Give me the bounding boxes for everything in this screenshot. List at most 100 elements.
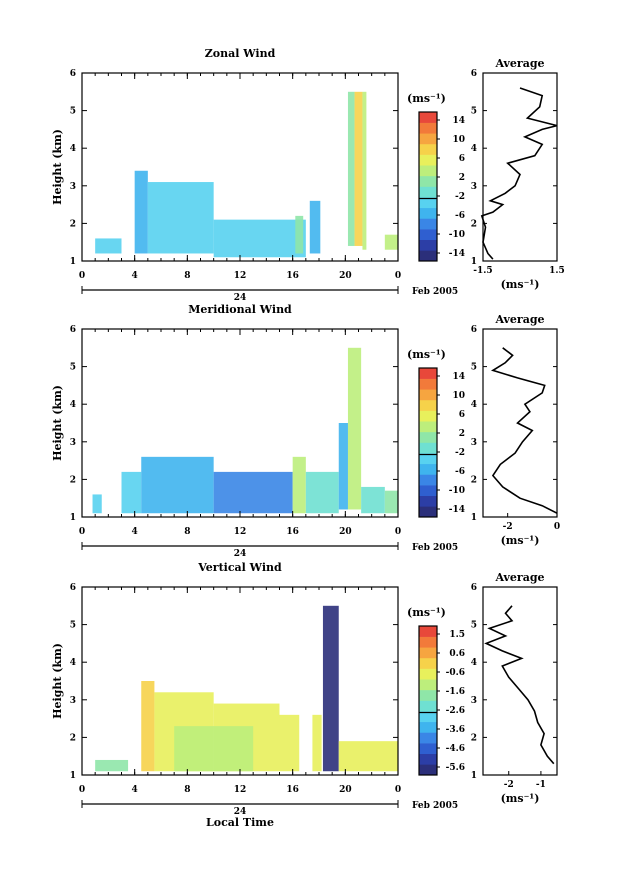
colorbar-unit: (ms⁻¹) xyxy=(407,606,446,619)
colorbar-frame xyxy=(418,625,438,776)
panel-title: Zonal Wind xyxy=(205,47,276,60)
heatmap-cell xyxy=(362,91,367,250)
heatmap-cell xyxy=(92,494,102,514)
x-tick-label: 0 xyxy=(395,785,401,795)
average-y-tick-label: 4 xyxy=(471,144,477,154)
colorbar-swatch xyxy=(419,721,437,733)
heatmap-cell xyxy=(338,741,398,772)
average-x-tick-label: -1.5 xyxy=(473,266,492,276)
x-tick-label: 20 xyxy=(339,527,352,537)
colorbar-tick-label: 0.6 xyxy=(449,649,465,659)
colorbar-swatch xyxy=(419,112,437,123)
colorbar-tick-label: -5.6 xyxy=(446,763,465,773)
colorbar-tick-label: 2 xyxy=(459,173,465,183)
colorbar-tick-label: 14 xyxy=(452,372,465,382)
colorbar-swatch xyxy=(419,154,437,166)
y-tick-label: 5 xyxy=(70,107,76,117)
colorbar-swatch xyxy=(419,250,437,262)
colorbar-swatch xyxy=(419,207,437,219)
colorbar-swatch xyxy=(419,165,437,177)
x-tick-label: 0 xyxy=(79,785,85,795)
heatmap-cell xyxy=(347,91,355,246)
colorbar xyxy=(419,368,437,518)
heatmap-cell xyxy=(354,91,363,246)
y-tick-label: 3 xyxy=(70,696,76,706)
average-y-tick-label: 4 xyxy=(471,658,477,668)
average-y-tick-label: 3 xyxy=(471,696,477,706)
x-tick-label: 12 xyxy=(234,527,247,537)
colorbar-swatch xyxy=(419,389,437,401)
y-tick-label: 4 xyxy=(70,400,76,410)
x-axis-label: Local Time xyxy=(206,816,274,829)
x-tick-label: 12 xyxy=(234,271,247,281)
y-tick-label: 1 xyxy=(70,513,76,523)
heatmap-cell xyxy=(121,471,142,514)
y-axis-label: Height (km) xyxy=(51,643,64,719)
average-x-tick-label: -1 xyxy=(536,780,546,790)
x-tick-label: 0 xyxy=(79,527,85,537)
panel-title: Meridional Wind xyxy=(188,303,292,316)
y-tick-label: 6 xyxy=(70,69,76,79)
x-tick-label: 20 xyxy=(339,271,352,281)
colorbar-swatch xyxy=(419,679,437,691)
heatmap-cell xyxy=(312,714,322,772)
y-tick-label: 2 xyxy=(70,475,76,485)
y-tick-label: 4 xyxy=(70,144,76,154)
average-y-tick-label: 3 xyxy=(471,438,477,448)
heatmap-cell xyxy=(309,200,321,254)
colorbar-tick-label: -14 xyxy=(449,505,465,515)
colorbar-tick-label: 6 xyxy=(459,410,465,420)
y-tick-label: 2 xyxy=(70,733,76,743)
colorbar-swatch xyxy=(419,368,437,379)
colorbar-tick-label: -3.6 xyxy=(446,725,465,735)
colorbar-swatch xyxy=(419,410,437,422)
colorbar xyxy=(419,626,437,776)
average-frame xyxy=(482,72,558,262)
average-title: Average xyxy=(494,571,544,584)
colorbar-unit: (ms⁻¹) xyxy=(407,92,446,105)
x-tick-label: 4 xyxy=(132,785,138,795)
colorbar-swatch xyxy=(419,711,437,723)
colorbar-tick-label: -10 xyxy=(449,486,465,496)
average-y-tick-label: 2 xyxy=(471,733,477,743)
x-tick-label: 0 xyxy=(79,271,85,281)
heatmap-cell xyxy=(141,681,155,772)
heatmap-cell xyxy=(141,456,214,514)
heatmap-cell xyxy=(295,215,304,254)
average-title: Average xyxy=(494,57,544,70)
average-y-tick-label: 4 xyxy=(471,400,477,410)
y-tick-label: 1 xyxy=(70,257,76,267)
colorbar-swatch xyxy=(419,186,437,198)
average-y-tick-label: 3 xyxy=(471,182,477,192)
average-x-tick-label: -2 xyxy=(504,780,514,790)
heatmap-cell xyxy=(95,759,129,772)
x-tick-label: 12 xyxy=(234,785,247,795)
colorbar-tick-label: -1.6 xyxy=(446,687,465,697)
average-y-tick-label: 1 xyxy=(471,513,477,523)
colorbar-tick-label: -10 xyxy=(449,230,465,240)
average-y-tick-label: 6 xyxy=(471,325,477,335)
y-tick-label: 5 xyxy=(70,621,76,631)
colorbar-tick-label: -4.6 xyxy=(446,744,465,754)
x-tick-label: 8 xyxy=(184,527,190,537)
colorbar-swatch xyxy=(419,453,437,465)
y-axis-label: Height (km) xyxy=(51,129,64,205)
average-y-tick-label: 6 xyxy=(471,69,477,79)
average-x-label: (ms⁻¹) xyxy=(501,792,540,805)
colorbar-tick-label: -2.6 xyxy=(446,706,465,716)
heatmap-cell xyxy=(95,238,122,254)
heatmap-cell xyxy=(174,726,254,772)
colorbar-swatch xyxy=(419,657,437,669)
colorbar-swatch xyxy=(419,689,437,701)
colorbar-tick-label: -2 xyxy=(455,192,465,202)
x-tick-label: 16 xyxy=(286,527,299,537)
y-tick-label: 5 xyxy=(70,363,76,373)
y-tick-label: 3 xyxy=(70,438,76,448)
average-y-tick-label: 2 xyxy=(471,475,477,485)
heatmap-cell xyxy=(384,490,398,514)
y-tick-label: 6 xyxy=(70,583,76,593)
average-y-tick-label: 2 xyxy=(471,219,477,229)
average-frame xyxy=(482,586,558,776)
